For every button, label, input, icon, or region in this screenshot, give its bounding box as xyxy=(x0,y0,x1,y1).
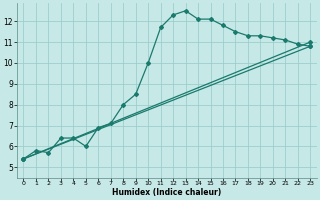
X-axis label: Humidex (Indice chaleur): Humidex (Indice chaleur) xyxy=(112,188,221,197)
